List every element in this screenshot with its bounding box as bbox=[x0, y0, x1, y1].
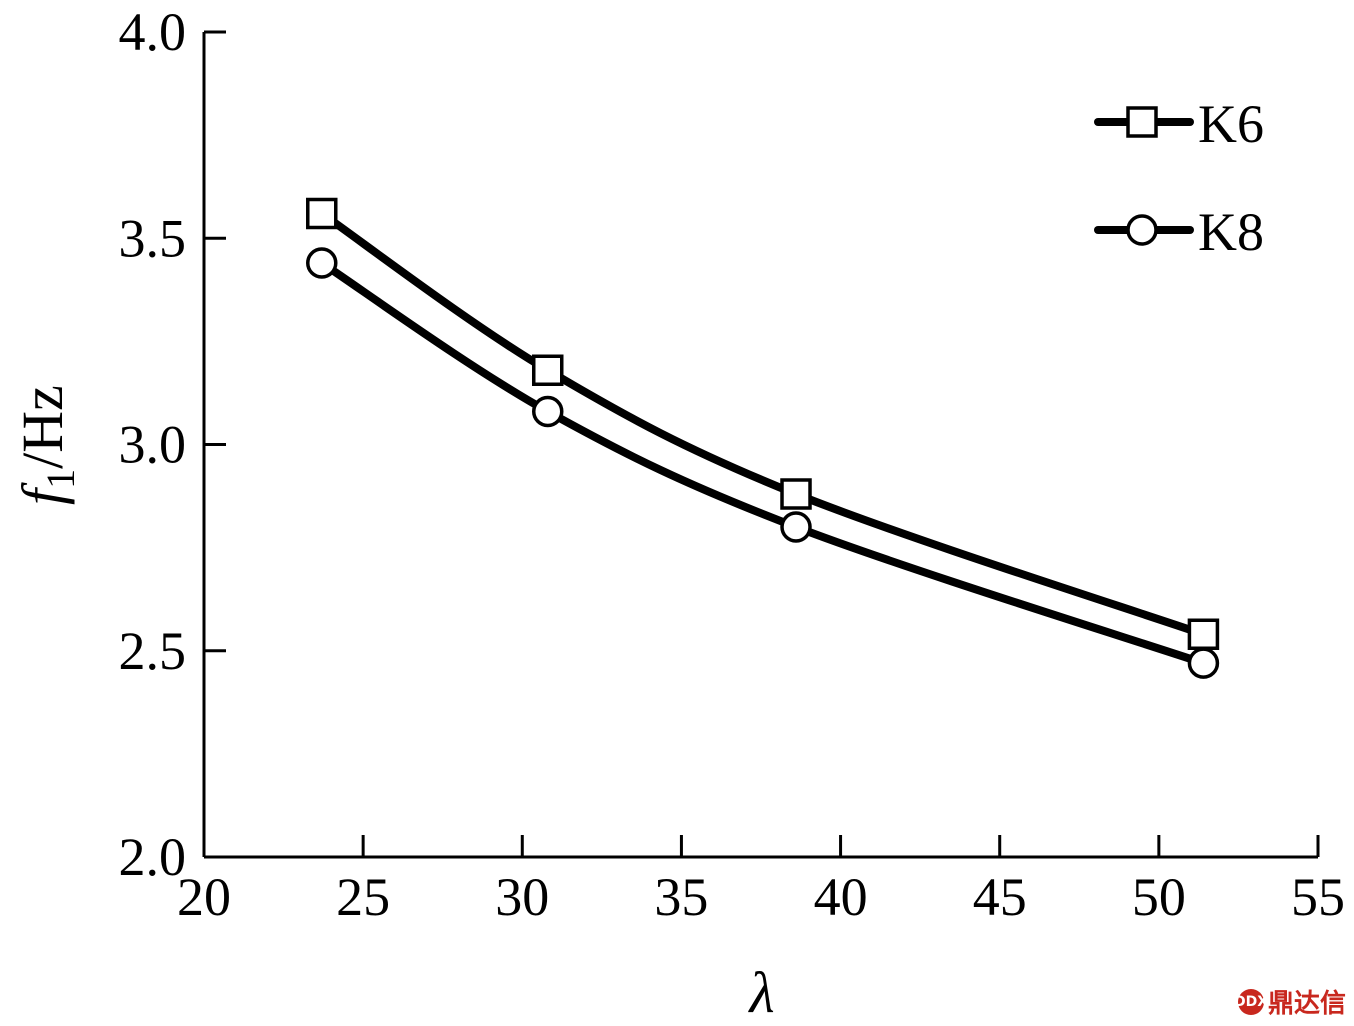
series-line-k6 bbox=[317, 209, 1208, 639]
watermark: DDX 鼎达信 bbox=[1234, 983, 1346, 1020]
axes bbox=[202, 32, 1318, 859]
y-tick-label: 3.5 bbox=[119, 208, 187, 268]
watermark-text: 鼎达信 bbox=[1267, 989, 1346, 1019]
data-point-k6 bbox=[780, 478, 812, 510]
legend-marker bbox=[1126, 214, 1158, 246]
x-tick-label: 40 bbox=[814, 867, 868, 927]
data-point-k8 bbox=[531, 395, 564, 428]
x-tick-label: 35 bbox=[654, 867, 708, 927]
x-axis-ticks: 20 25 30 35 40 45 50 55 bbox=[177, 835, 1345, 927]
legend-label: K6 bbox=[1198, 94, 1264, 154]
x-tick-label: 45 bbox=[973, 867, 1027, 927]
series-k6 bbox=[306, 197, 1220, 650]
data-point-k6 bbox=[531, 354, 564, 386]
data-point-k8 bbox=[780, 511, 812, 543]
y-axis-title-unit: /Hz bbox=[10, 385, 75, 469]
y-axis-title-subscript: 1 bbox=[38, 469, 83, 489]
x-tick-label: 30 bbox=[495, 867, 549, 927]
data-point-k8 bbox=[1187, 647, 1220, 679]
y-axis-ticks: 2.0 2.5 3.0 3.5 4.0 bbox=[119, 2, 226, 887]
legend-item-k8: K8 bbox=[1094, 202, 1264, 262]
legend-marker bbox=[1126, 106, 1158, 138]
y-tick-label: 4.0 bbox=[119, 2, 187, 62]
y-tick-label: 2.0 bbox=[119, 827, 187, 887]
y-axis-title: f1/Hz bbox=[10, 385, 83, 505]
x-axis-title: λ bbox=[747, 960, 774, 1025]
x-tick-label: 50 bbox=[1132, 867, 1186, 927]
data-point-k8 bbox=[306, 247, 338, 279]
x-tick-label: 25 bbox=[336, 867, 390, 927]
data-point-k6 bbox=[306, 197, 338, 230]
legend-item-k6: K6 bbox=[1094, 94, 1264, 154]
data-point-k6 bbox=[1187, 618, 1220, 650]
watermark-logo-icon: DDX bbox=[1234, 988, 1268, 1015]
legend-label: K8 bbox=[1198, 202, 1264, 262]
legend: K6 K8 bbox=[1094, 94, 1264, 262]
y-tick-label: 2.5 bbox=[119, 621, 187, 681]
x-tick-label: 20 bbox=[177, 867, 231, 927]
y-tick-label: 3.0 bbox=[119, 415, 187, 475]
series-layer bbox=[306, 197, 1220, 679]
series-k8 bbox=[306, 247, 1220, 679]
series-line-k8 bbox=[317, 259, 1208, 668]
x-tick-label: 55 bbox=[1291, 867, 1345, 927]
